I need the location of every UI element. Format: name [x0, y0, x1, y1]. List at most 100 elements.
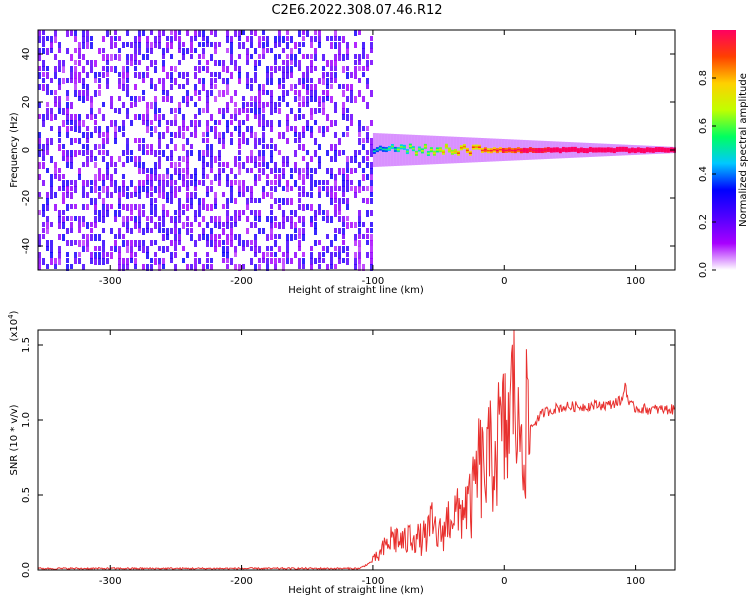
heatmap-cell — [98, 84, 101, 89]
heatmap-cell — [258, 60, 261, 66]
heatmap-cell — [122, 162, 125, 167]
heatmap-cell — [62, 186, 65, 191]
heatmap-cell — [50, 48, 53, 53]
heatmap-cell — [254, 60, 257, 67]
heatmap-cell — [214, 96, 217, 102]
heatmap-cell — [366, 150, 369, 155]
heatmap-cell — [258, 54, 261, 59]
heatmap-cell — [150, 144, 153, 151]
heatmap-cell — [302, 168, 305, 173]
heatmap-cell — [106, 186, 109, 192]
scale-base: (x10 — [9, 319, 20, 342]
heatmap-cell — [126, 72, 129, 79]
heatmap-cell — [210, 228, 213, 234]
heatmap-cell — [290, 222, 293, 229]
heatmap-cell — [178, 216, 181, 223]
heatmap-cell — [118, 258, 121, 265]
heatmap-cell — [66, 228, 69, 234]
heatmap-cell — [50, 114, 53, 121]
heatmap-cell — [198, 108, 201, 115]
heatmap-cell — [322, 96, 325, 103]
heatmap-cell — [162, 210, 165, 217]
heatmap-cell — [106, 192, 109, 198]
heatmap-cell — [286, 114, 289, 121]
heatmap-cell — [262, 30, 265, 35]
heatmap-cell — [114, 162, 117, 167]
heatmap-cell — [166, 198, 169, 203]
heatmap-cell — [278, 66, 281, 71]
heatmap-cell — [42, 222, 45, 227]
heatmap-cell — [266, 66, 269, 73]
heatmap-cell — [346, 168, 349, 173]
heatmap-cell — [278, 174, 281, 180]
heatmap-cell — [122, 120, 125, 126]
heatmap-cell — [174, 216, 177, 223]
heatmap-cell — [38, 114, 41, 119]
heatmap-cell — [362, 42, 365, 49]
heatmap-cell — [238, 216, 241, 221]
heatmap-cell — [230, 60, 233, 65]
heatmap-cell — [278, 222, 281, 229]
heatmap-cell — [86, 234, 89, 240]
heatmap-cell — [106, 150, 109, 156]
heatmap-cell — [226, 258, 229, 263]
heatmap-cell — [238, 108, 241, 115]
heatmap-cell — [399, 146, 403, 148]
heatmap-cell — [166, 90, 169, 96]
heatmap-cell — [290, 108, 293, 114]
heatmap-cell — [194, 30, 197, 37]
heatmap-cell — [334, 150, 337, 156]
heatmap-cell — [150, 264, 153, 271]
heatmap-cell — [202, 204, 205, 210]
heatmap-cell — [230, 258, 233, 265]
heatmap-cell — [543, 149, 547, 151]
heatmap-cell — [330, 252, 333, 258]
heatmap-cell — [278, 120, 281, 127]
heatmap-cell — [354, 42, 357, 48]
heatmap-cell — [110, 102, 113, 109]
heatmap-cell — [78, 126, 81, 133]
heatmap-cell — [174, 132, 177, 138]
heatmap-cell — [270, 96, 273, 103]
heatmap-cell — [134, 54, 137, 61]
heatmap-cell — [210, 180, 213, 185]
heatmap-cell — [142, 30, 145, 36]
heatmap-cell — [362, 234, 365, 239]
heatmap-cell — [298, 258, 301, 264]
heatmap-cell — [306, 96, 309, 103]
heatmap-cell — [82, 42, 85, 49]
heatmap-cell — [286, 246, 289, 253]
heatmap-cell — [234, 264, 237, 270]
heatmap-cell — [318, 264, 321, 269]
heatmap-cell — [146, 72, 149, 78]
heatmap-cell — [166, 96, 169, 102]
heatmap-cell — [302, 132, 305, 138]
heatmap-cell — [262, 258, 265, 263]
heatmap-cell — [62, 216, 65, 223]
heatmap-cell — [182, 180, 185, 187]
heatmap-cell — [330, 66, 333, 71]
heatmap-cell — [354, 54, 357, 59]
heatmap-cell — [54, 36, 57, 43]
heatmap-cell — [266, 48, 269, 53]
heatmap-cell — [174, 186, 177, 192]
heatmap-cell — [154, 150, 157, 157]
heatmap-cell — [198, 60, 201, 65]
heatmap-cell — [230, 114, 233, 119]
heatmap-cell — [274, 60, 277, 65]
heatmap-cell — [98, 216, 101, 222]
heatmap-cell — [126, 84, 129, 90]
heatmap-cell — [346, 96, 349, 102]
heatmap-cell — [62, 78, 65, 84]
heatmap-cell — [82, 150, 85, 156]
heatmap-cell — [270, 216, 273, 223]
heatmap-cell — [198, 90, 201, 95]
heatmap-cell — [214, 234, 217, 241]
heatmap-cell — [158, 78, 161, 84]
heatmap-cell — [70, 222, 73, 228]
heatmap-cell — [142, 210, 145, 217]
heatmap-cell — [194, 264, 197, 271]
heatmap-cell — [134, 264, 137, 269]
heatmap-cell — [42, 228, 45, 233]
heatmap-cell — [130, 228, 133, 234]
